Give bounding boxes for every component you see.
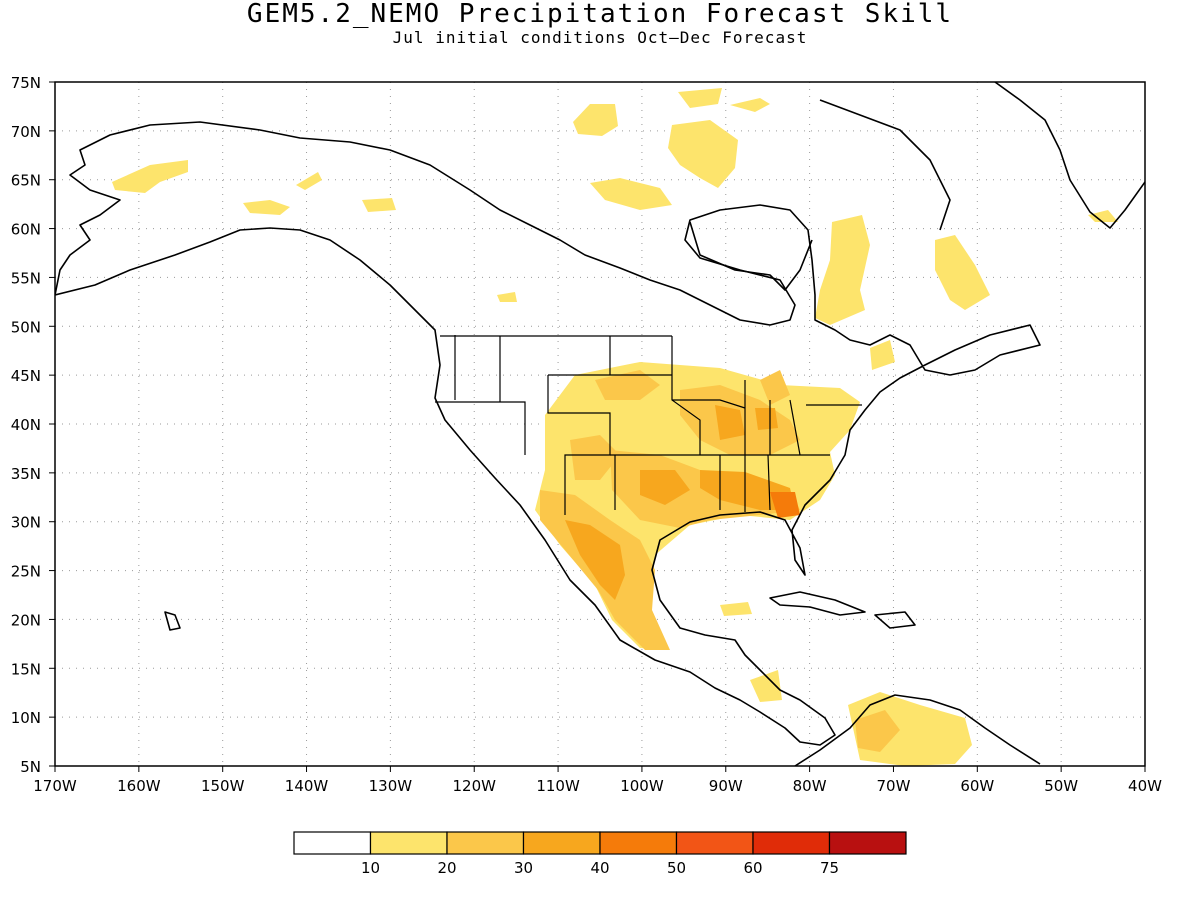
hawaii-coast [164, 611, 181, 631]
south-america-coast [794, 694, 1041, 766]
lon-tick-label: 150W [201, 777, 245, 795]
colorbar-label: 50 [667, 859, 686, 877]
lon-tick-label: 80W [793, 777, 827, 795]
lon-tick-label: 40W [1128, 777, 1162, 795]
lon-tick-label: 100W [620, 777, 664, 795]
skill-region-sk [497, 292, 517, 302]
colorbar-label: 10 [361, 859, 380, 877]
colorbar-swatch [599, 831, 678, 855]
lon-tick-label: 130W [369, 777, 413, 795]
colorbar-label: 60 [743, 859, 762, 877]
map-subtitle: Jul initial conditions Oct–Dec Forecast [392, 28, 808, 47]
skill-shading [112, 88, 1118, 766]
lat-tick-label: 70N [11, 123, 41, 141]
colorbar-label: 75 [820, 859, 839, 877]
lon-tick-label: 140W [285, 777, 329, 795]
map-title: GEM5.2_NEMO Precipitation Forecast Skill [246, 0, 954, 29]
baffin-coast [819, 99, 951, 231]
skill-region-mexico-core [565, 520, 625, 600]
lat-tick-label: 35N [11, 465, 41, 483]
skill-region-ak-south [243, 200, 290, 215]
colorbar-label: 40 [590, 859, 609, 877]
skill-region-greenland [1088, 210, 1118, 222]
lon-tick-label: 170W [33, 777, 77, 795]
skill-region-mo [715, 405, 745, 440]
lat-tick-label: 45N [11, 367, 41, 385]
skill-region-bc-north [362, 198, 396, 212]
skill-region-cuba [720, 602, 752, 616]
skill-region-nunavut [668, 120, 738, 188]
lon-tick-label: 110W [536, 777, 580, 795]
lat-tick-label: 40N [11, 416, 41, 434]
skill-region-ga [770, 492, 800, 518]
skill-region-nunavut-2 [590, 178, 672, 210]
north-america-coast [55, 121, 1041, 746]
latitude-axis: 5N 10N 15N 20N 25N 30N 35N 40N 45N 50N 55N 60N 65N 70… [11, 74, 55, 776]
lon-tick-label: 60W [960, 777, 994, 795]
colorbar-swatch [752, 831, 831, 855]
lat-tick-label: 75N [11, 74, 41, 92]
colorbar-swatch [675, 831, 754, 855]
lon-tick-label: 120W [452, 777, 496, 795]
lat-tick-label: 25N [11, 563, 41, 581]
skill-region-maritimes [870, 340, 895, 370]
hispaniola-coast [874, 611, 916, 629]
colorbar-swatch [293, 831, 372, 855]
coastlines [55, 82, 1145, 766]
lat-tick-label: 50N [11, 318, 41, 336]
skill-region-labrador [935, 235, 990, 310]
skill-region-arklatex [640, 470, 690, 505]
colorbar-swatch [369, 831, 448, 855]
skill-region-plains [595, 370, 660, 400]
lon-tick-label: 90W [709, 777, 743, 795]
colorbar-swatch [828, 831, 907, 855]
colorbar-label: 20 [437, 859, 456, 877]
lat-tick-label: 60N [11, 221, 41, 239]
lon-tick-label: 50W [1044, 777, 1078, 795]
lat-tick-label: 10N [11, 709, 41, 727]
lat-tick-label: 20N [11, 611, 41, 629]
greenland-coast [994, 82, 1145, 229]
lat-tick-label: 15N [11, 660, 41, 678]
skill-region-ohio [755, 408, 778, 430]
skill-region-quebec [815, 215, 870, 325]
skill-region-lakes [760, 370, 790, 405]
skill-region-yukon-2 [296, 172, 322, 190]
skill-region-southeast [700, 470, 795, 510]
skill-region-arctic-3 [730, 98, 770, 112]
skill-region-arctic-2 [678, 88, 722, 108]
skill-region-arctic-1 [573, 104, 618, 136]
skill-region-southwest [570, 435, 620, 480]
skill-region-c-america [750, 670, 782, 702]
lon-tick-label: 160W [117, 777, 161, 795]
colorbar-swatch [522, 831, 601, 855]
skill-region-yukon [112, 160, 188, 193]
lat-tick-label: 30N [11, 514, 41, 532]
lat-tick-label: 65N [11, 172, 41, 190]
colorbar: 10 20 30 40 50 60 75 [293, 831, 907, 877]
lat-tick-label: 55N [11, 269, 41, 287]
longitude-axis: 170W 160W 150W 140W 130W 120W 110W 100W 90W 80W 70… [33, 766, 1162, 795]
cuba-coast [769, 591, 866, 616]
lat-tick-label: 5N [20, 758, 41, 776]
state-borders [435, 335, 862, 515]
hudson-bay-coast [689, 221, 813, 291]
colorbar-label: 30 [514, 859, 533, 877]
lon-tick-label: 70W [877, 777, 911, 795]
colorbar-swatch [446, 831, 525, 855]
skill-region-venezuela-2 [855, 710, 900, 752]
